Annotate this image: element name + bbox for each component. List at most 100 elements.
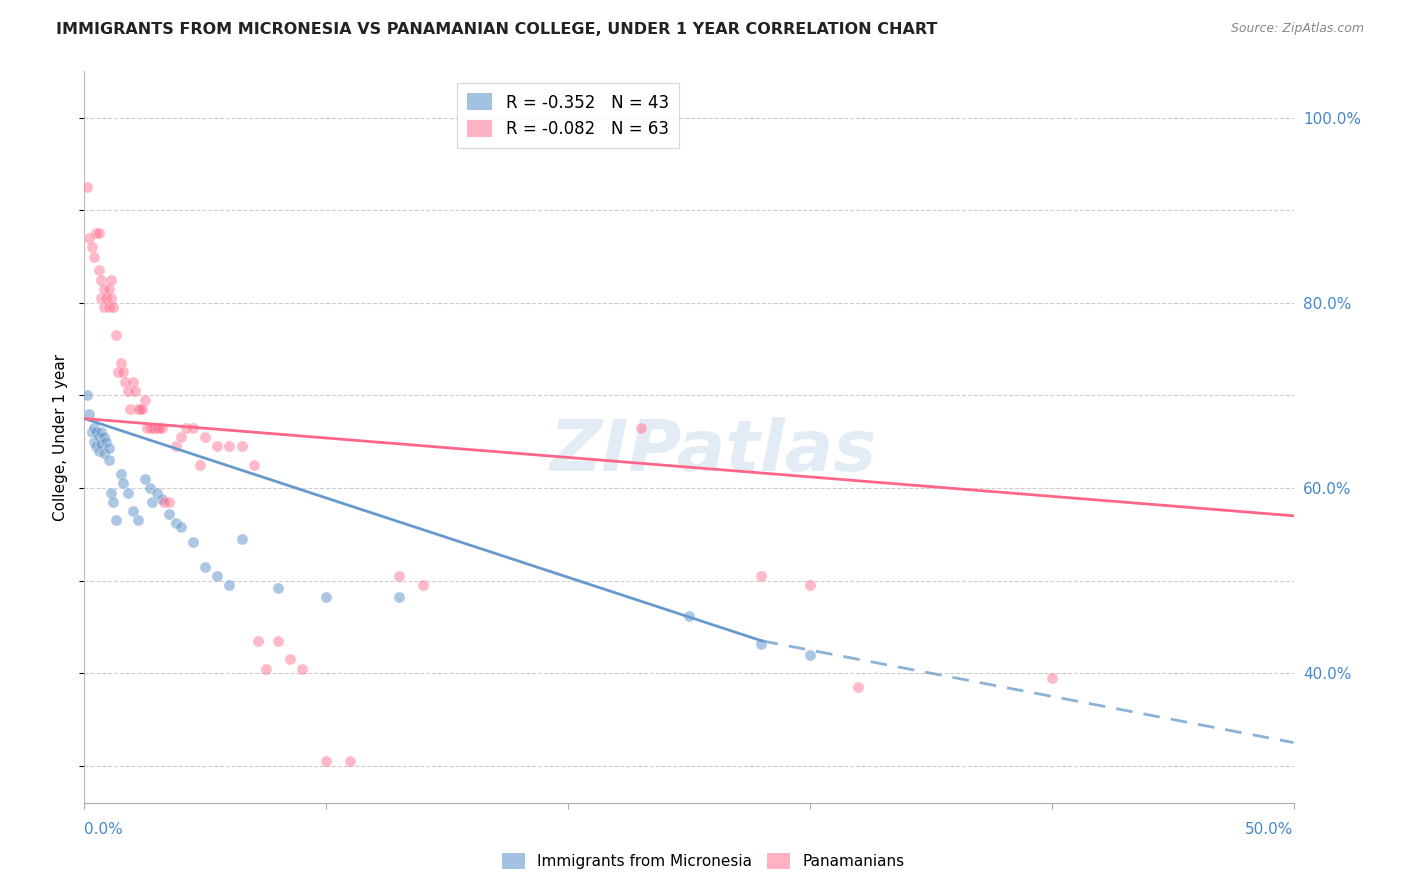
Point [678, 608, 700, 623]
Point [87, 263, 110, 277]
Point [121, 504, 143, 518]
Y-axis label: College, Under 1 year: College, Under 1 year [53, 353, 69, 521]
Point [141, 495, 163, 509]
Point [87, 430, 110, 444]
Point [247, 633, 270, 648]
Text: IMMIGRANTS FROM MICRONESIA VS PANAMANIAN COLLEGE, UNDER 1 YEAR CORRELATION CHART: IMMIGRANTS FROM MICRONESIA VS PANAMANIAN… [56, 22, 938, 37]
Point [110, 356, 132, 370]
Point [104, 328, 127, 343]
Point [799, 648, 821, 662]
Point [76, 180, 98, 194]
Point [87, 444, 110, 458]
Point [412, 578, 434, 592]
Point [267, 581, 290, 595]
Point [103, 495, 125, 509]
Point [153, 495, 176, 509]
Point [148, 421, 170, 435]
Point [143, 421, 166, 435]
Point [107, 365, 129, 379]
Point [93, 301, 115, 315]
Point [1040, 671, 1063, 685]
Point [165, 439, 187, 453]
Point [100, 273, 122, 287]
Point [76, 388, 98, 402]
Point [104, 513, 127, 527]
Point [150, 421, 173, 435]
Point [339, 754, 361, 768]
Point [291, 661, 314, 675]
Point [100, 485, 122, 500]
Point [127, 513, 149, 527]
Point [87, 227, 110, 241]
Point [90, 273, 112, 287]
Point [121, 375, 143, 389]
Point [254, 661, 277, 675]
Point [150, 492, 173, 507]
Text: Source: ZipAtlas.com: Source: ZipAtlas.com [1230, 22, 1364, 36]
Point [124, 384, 146, 398]
Point [110, 467, 132, 482]
Point [146, 485, 169, 500]
Point [242, 458, 264, 472]
Point [267, 633, 290, 648]
Legend: R = -0.352   N = 43, R = -0.082   N = 63: R = -0.352 N = 43, R = -0.082 N = 63 [457, 83, 679, 148]
Point [97, 441, 120, 455]
Point [181, 534, 204, 549]
Point [799, 578, 821, 592]
Point [93, 446, 115, 460]
Point [129, 402, 152, 417]
Point [86, 439, 108, 453]
Point [751, 636, 773, 650]
Point [218, 578, 240, 592]
Point [136, 421, 159, 435]
Point [170, 520, 193, 534]
Point [170, 430, 193, 444]
Point [93, 282, 115, 296]
Point [388, 591, 411, 605]
Point [207, 569, 229, 583]
Point [218, 439, 240, 453]
Point [120, 402, 142, 417]
Point [90, 291, 112, 305]
Point [278, 652, 301, 666]
Text: ZIPatlas: ZIPatlas [550, 417, 877, 486]
Point [157, 507, 180, 521]
Point [141, 421, 163, 435]
Point [90, 436, 112, 450]
Text: 0.0%: 0.0% [84, 822, 124, 837]
Point [388, 569, 411, 583]
Point [231, 532, 253, 546]
Point [134, 472, 156, 486]
Point [231, 439, 253, 453]
Point [138, 421, 160, 435]
Point [97, 453, 120, 467]
Point [134, 392, 156, 407]
Point [127, 402, 149, 417]
Point [190, 458, 212, 472]
Point [194, 430, 217, 444]
Point [174, 421, 197, 435]
Point [146, 421, 169, 435]
Point [83, 250, 105, 264]
Point [131, 402, 153, 417]
Point [117, 485, 139, 500]
Point [100, 291, 122, 305]
Point [630, 421, 652, 435]
Point [86, 425, 108, 440]
Point [112, 365, 135, 379]
Point [77, 231, 100, 245]
Point [86, 227, 108, 241]
Point [751, 569, 773, 583]
Text: 50.0%: 50.0% [1246, 822, 1294, 837]
Point [194, 559, 217, 574]
Point [117, 384, 139, 398]
Point [93, 430, 115, 444]
Point [80, 425, 103, 440]
Point [846, 680, 869, 694]
Point [157, 495, 180, 509]
Point [181, 421, 204, 435]
Point [138, 481, 160, 495]
Point [315, 754, 337, 768]
Point [97, 301, 120, 315]
Point [77, 407, 100, 421]
